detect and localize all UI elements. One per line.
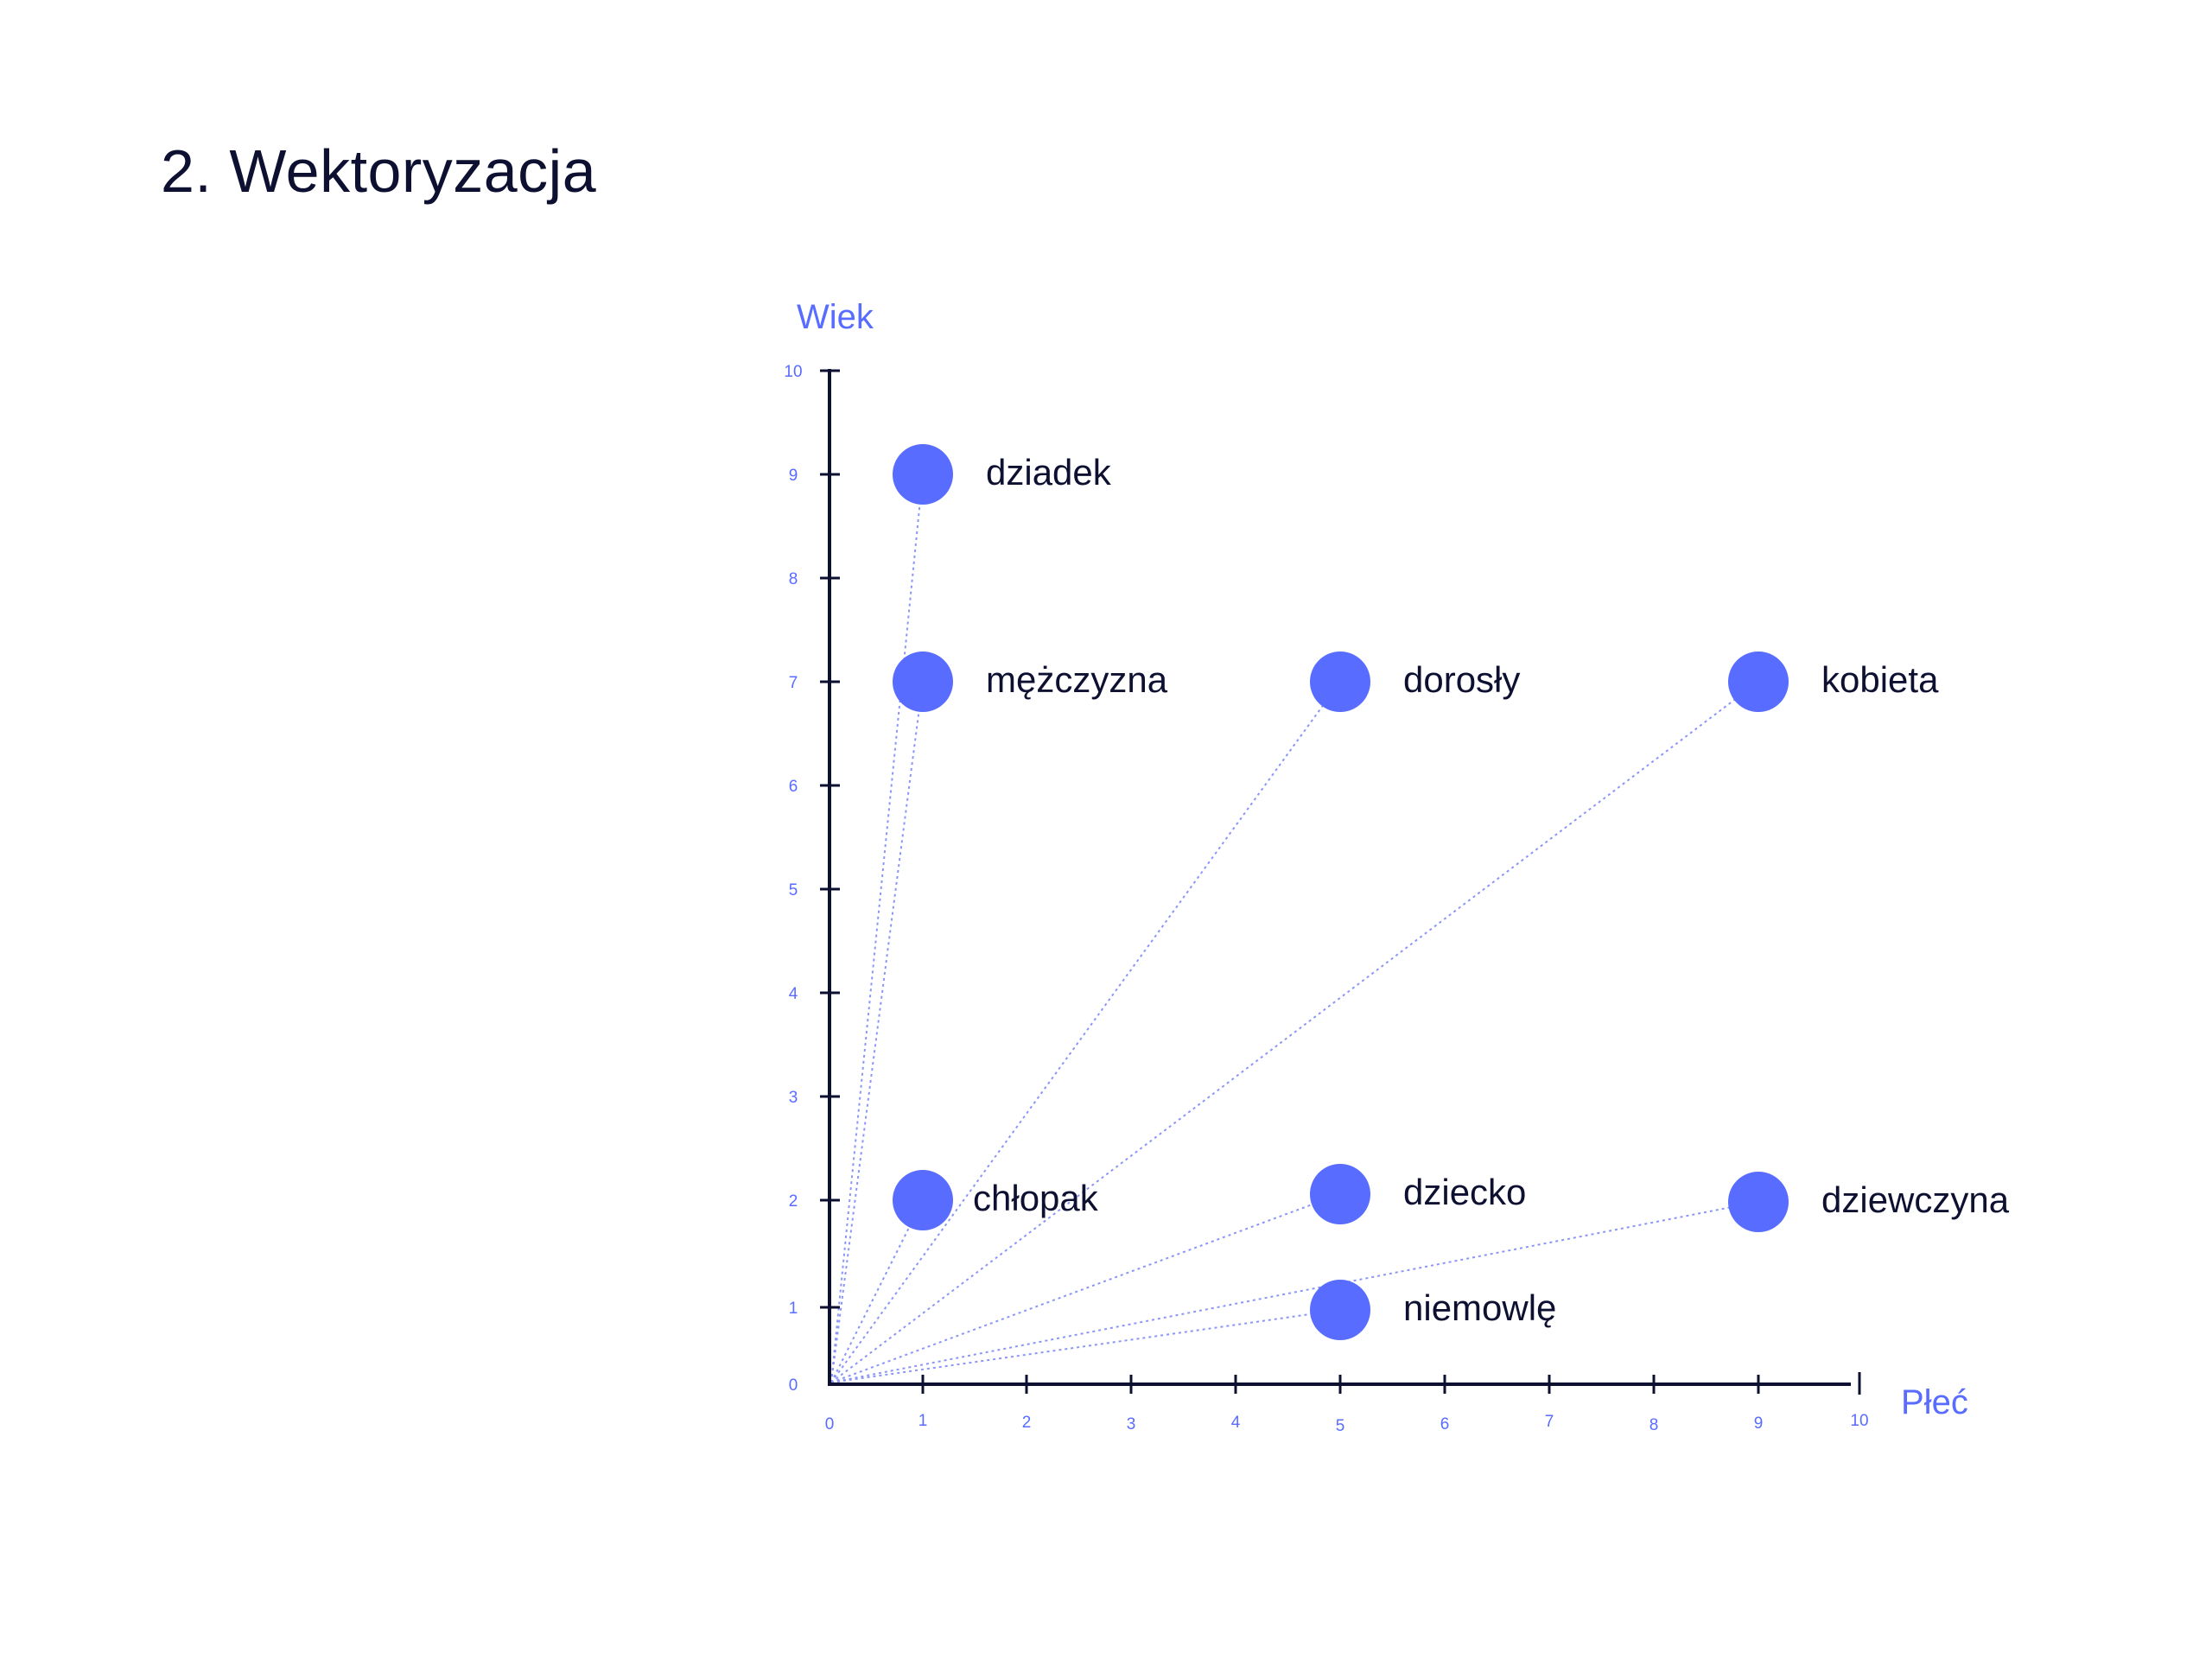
point-label: niemowlę: [1403, 1287, 1556, 1328]
y-tick-label: 8: [789, 570, 798, 588]
y-tick-label: 7: [789, 674, 798, 692]
point-label: dorosły: [1403, 659, 1520, 700]
data-point: dziewczyna: [1728, 1172, 2010, 1232]
point-marker: [1310, 1164, 1370, 1224]
data-point: kobieta: [1728, 652, 1939, 712]
y-tick-label: 4: [789, 985, 798, 1003]
point-label: kobieta: [1821, 659, 1939, 700]
x-tick-label: 8: [1649, 1416, 1659, 1434]
point-label: dziewczyna: [1821, 1179, 2010, 1220]
vector-line: [830, 1201, 1759, 1383]
page-title: 2. Wektoryzacja: [161, 137, 597, 205]
y-tick-label: 0: [789, 1376, 798, 1395]
vector-line: [830, 474, 924, 1383]
x-tick-label: 2: [1022, 1414, 1032, 1432]
point-label: dziadek: [986, 452, 1112, 493]
x-tick-label: 9: [1754, 1414, 1764, 1433]
vector-line: [830, 1199, 924, 1383]
point-label: dziecko: [1403, 1172, 1526, 1212]
y-tick-label: 9: [789, 467, 798, 485]
x-tick-label: 5: [1336, 1417, 1345, 1435]
x-tick-label: 6: [1440, 1415, 1450, 1433]
point-marker: [1728, 652, 1789, 712]
vector-line: [830, 681, 924, 1383]
point-marker: [1310, 1280, 1370, 1340]
point-label: chłopak: [973, 1178, 1099, 1218]
y-tick-label: 2: [789, 1192, 798, 1211]
x-tick-label: 4: [1231, 1414, 1241, 1432]
point-label: mężczyzna: [986, 659, 1168, 700]
data-point: dziadek: [893, 444, 1112, 505]
data-point: mężczyzna: [893, 652, 1168, 712]
point-marker: [893, 444, 953, 505]
x-tick-label: 1: [918, 1412, 928, 1430]
x-axis-title: Płeć: [1901, 1383, 1968, 1421]
vector-line: [830, 681, 1341, 1383]
x-axis-ticks: 0 1 2 3 4 5 6 7 8 9 10: [825, 1372, 1869, 1435]
vector-lines: [830, 474, 1759, 1383]
x-tick-label: 0: [825, 1415, 835, 1433]
y-axis-title: Wiek: [797, 298, 874, 336]
y-tick-label: 5: [789, 881, 798, 899]
x-tick-label: 7: [1545, 1413, 1554, 1431]
point-marker: [893, 1170, 953, 1230]
y-tick-label: 1: [789, 1300, 798, 1318]
data-points: dziadek mężczyzna dorosły kobieta chłopak dzi…: [893, 444, 2010, 1340]
y-axis-ticks: 0 1 2 3 4 5 6 7 8 9 10: [784, 363, 840, 1395]
axes: 0 1 2 3 4 5 6 7 8 9 10 0 1 2 3 4 5 6 7 8 9 10: [784, 363, 1868, 1435]
data-point: chłopak: [893, 1170, 1099, 1230]
vector-line: [830, 1309, 1341, 1383]
point-marker: [1310, 652, 1370, 712]
y-tick-label: 6: [789, 778, 798, 796]
vector-line: [830, 681, 1759, 1383]
x-tick-label: 3: [1127, 1415, 1136, 1433]
y-tick-label: 3: [789, 1089, 798, 1107]
point-marker: [1728, 1172, 1789, 1232]
y-tick-label: 10: [784, 363, 802, 381]
data-point: dorosły: [1310, 652, 1520, 712]
data-point: niemowlę: [1310, 1280, 1556, 1340]
x-tick-label: 10: [1850, 1412, 1868, 1430]
point-marker: [893, 652, 953, 712]
data-point: dziecko: [1310, 1164, 1526, 1224]
